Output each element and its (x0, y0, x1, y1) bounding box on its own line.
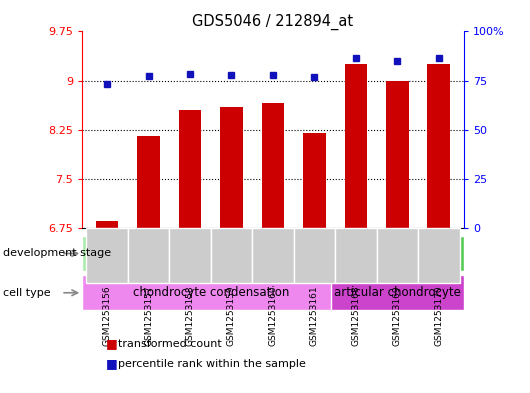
Text: articular chondrocyte: articular chondrocyte (334, 286, 461, 299)
Bar (331, 236, 464, 271)
Bar (252, 228, 294, 283)
Bar (86, 228, 128, 283)
Text: GSM1253157: GSM1253157 (144, 285, 153, 346)
Text: 17 weeks: 17 weeks (369, 247, 425, 260)
Text: GSM1253159: GSM1253159 (227, 285, 236, 346)
Bar (128, 228, 169, 283)
Bar (82, 275, 339, 310)
Bar (344, 64, 367, 228)
Text: transformed count: transformed count (118, 339, 222, 349)
Bar (428, 64, 450, 228)
Bar (137, 136, 160, 228)
Bar (294, 228, 335, 283)
Text: GSM1253158: GSM1253158 (186, 285, 195, 346)
Bar (169, 228, 211, 283)
Title: GDS5046 / 212894_at: GDS5046 / 212894_at (192, 14, 354, 30)
Text: GSM1253156: GSM1253156 (102, 285, 111, 346)
Bar (179, 110, 201, 228)
Bar (211, 228, 252, 283)
Bar (377, 228, 418, 283)
Bar (82, 236, 339, 271)
Text: GSM1253169: GSM1253169 (393, 285, 402, 346)
Text: ■: ■ (106, 357, 122, 370)
Bar (386, 81, 409, 228)
Bar (220, 107, 243, 228)
Text: ■: ■ (106, 337, 122, 351)
Text: GSM1253161: GSM1253161 (310, 285, 319, 346)
Bar (95, 221, 118, 228)
Text: GSM1253170: GSM1253170 (435, 285, 444, 346)
Text: 6 weeks: 6 weeks (187, 247, 235, 260)
Bar (331, 275, 464, 310)
Bar (303, 133, 326, 228)
Text: GSM1253168: GSM1253168 (351, 285, 360, 346)
Text: percentile rank within the sample: percentile rank within the sample (118, 358, 305, 369)
Text: chondrocyte condensation: chondrocyte condensation (132, 286, 289, 299)
Text: development stage: development stage (3, 248, 111, 259)
Bar (261, 103, 285, 228)
Bar (418, 228, 460, 283)
Text: GSM1253160: GSM1253160 (269, 285, 277, 346)
Text: cell type: cell type (3, 288, 50, 298)
Bar (335, 228, 377, 283)
